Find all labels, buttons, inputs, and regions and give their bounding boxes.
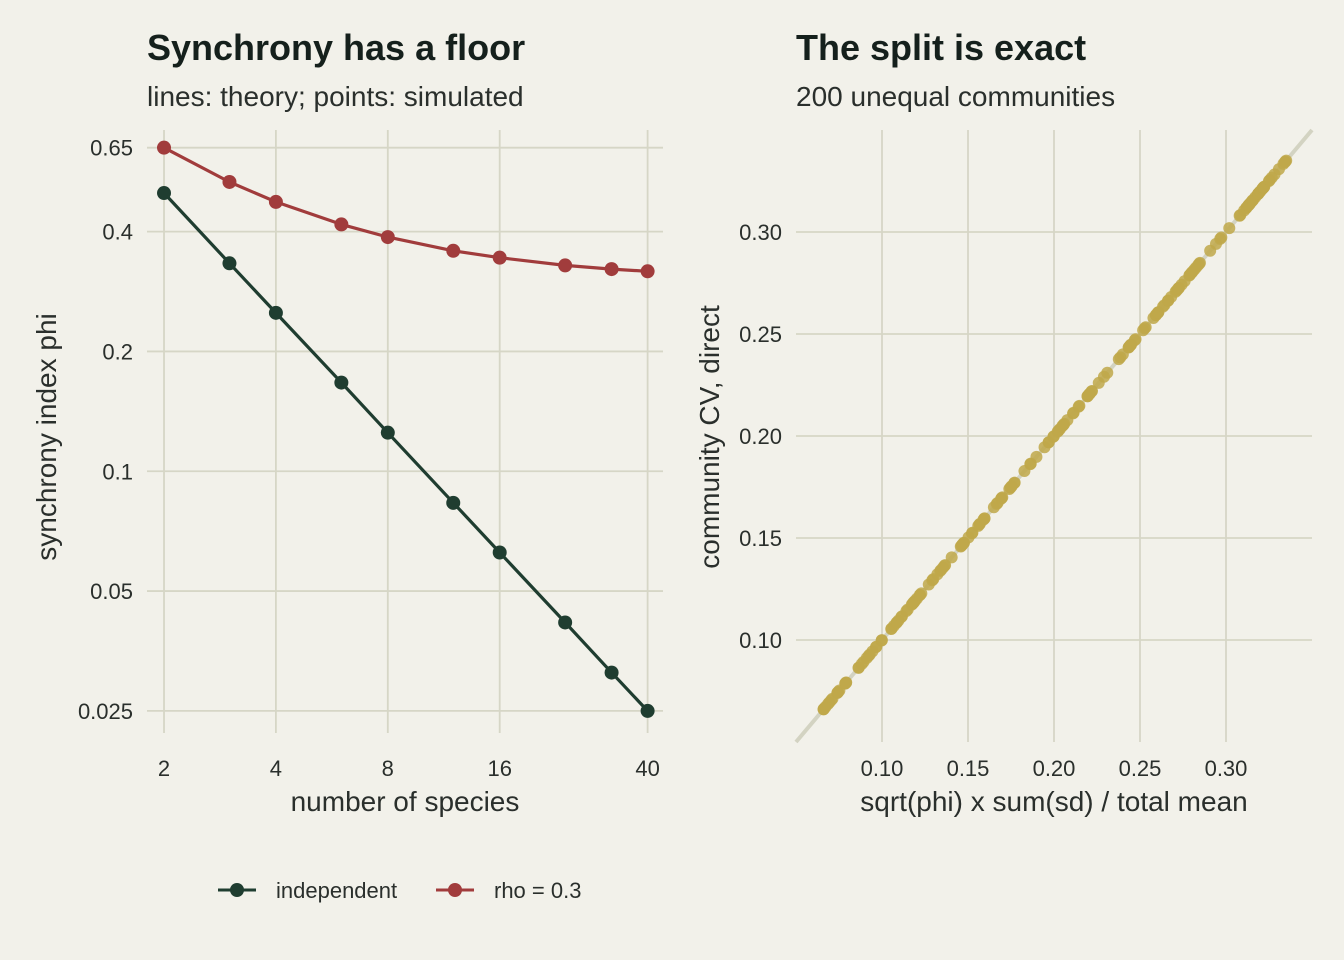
left-title: Synchrony has a floor <box>147 27 525 68</box>
data-point-independent <box>558 615 573 630</box>
left-y-tick-label: 0.4 <box>102 220 133 245</box>
data-point-independent <box>640 703 655 718</box>
right-x-tick-label: 0.15 <box>947 756 990 781</box>
left-series-points <box>157 140 655 718</box>
left-y-tick-label: 0.2 <box>102 339 133 364</box>
left-x-tick-label: 16 <box>487 756 511 781</box>
legend-item-rho: rho = 0.3 <box>436 878 581 903</box>
left-y-tick-label: 0.1 <box>102 459 133 484</box>
right-scatter-points <box>817 154 1293 716</box>
left-y-tick-label: 0.05 <box>90 579 133 604</box>
data-point-rho <box>446 243 461 258</box>
right-x-tick-label: 0.10 <box>861 756 904 781</box>
scatter-point <box>1215 231 1228 244</box>
left-subtitle: lines: theory; points: simulated <box>147 81 524 112</box>
right-x-tick-label: 0.20 <box>1033 756 1076 781</box>
right-y-tick-label: 0.30 <box>739 220 782 245</box>
left-y-tick-label: 0.025 <box>78 699 133 724</box>
left-y-axis-title: synchrony index phi <box>31 313 62 560</box>
right-x-tick-label: 0.30 <box>1205 756 1248 781</box>
split-panel: The split is exact 200 unequal communiti… <box>694 27 1314 817</box>
left-x-tick-labels: 2 4 8 16 40 <box>158 756 660 781</box>
data-point-rho <box>157 140 172 155</box>
right-x-tick-label: 0.25 <box>1119 756 1162 781</box>
right-x-tick-labels: 0.10 0.15 0.20 0.25 0.30 <box>861 756 1248 781</box>
data-point-rho <box>604 262 619 277</box>
right-y-axis-title: community CV, direct <box>694 305 725 569</box>
scatter-point <box>1101 366 1114 379</box>
left-x-tick-label: 2 <box>158 756 170 781</box>
scatter-point <box>1223 222 1236 235</box>
scatter-point <box>1073 399 1086 412</box>
scatter-point <box>1129 333 1142 346</box>
data-point-rho <box>334 217 349 232</box>
left-y-tick-label: 0.65 <box>90 136 133 161</box>
scatter-point <box>1280 154 1293 167</box>
legend-item-independent: independent <box>218 878 397 903</box>
right-y-tick-label: 0.20 <box>739 424 782 449</box>
scatter-point <box>996 491 1009 504</box>
right-grid <box>796 130 1312 742</box>
data-point-rho <box>380 230 395 245</box>
legend-label-independent: independent <box>276 878 397 903</box>
scatter-point <box>945 551 958 564</box>
right-title: The split is exact <box>796 27 1086 68</box>
scatter-point <box>1030 450 1043 463</box>
data-point-independent <box>380 425 395 440</box>
data-point-independent <box>334 375 349 390</box>
left-series-lines <box>162 146 649 712</box>
data-point-rho <box>492 250 507 265</box>
scatter-point <box>840 676 853 689</box>
right-subtitle: 200 unequal communities <box>796 81 1115 112</box>
data-point-independent <box>604 665 619 680</box>
right-y-tick-label: 0.25 <box>739 322 782 347</box>
scatter-point <box>1193 256 1206 269</box>
data-point-rho <box>558 258 573 273</box>
left-x-axis-title: number of species <box>291 786 520 817</box>
data-point-rho <box>222 174 237 189</box>
legend-dot-rho <box>448 883 462 897</box>
legend-dot-independent <box>230 883 244 897</box>
synchrony-panel: Synchrony has a floor lines: theory; poi… <box>31 27 663 817</box>
legend-label-rho: rho = 0.3 <box>494 878 581 903</box>
right-y-tick-label: 0.10 <box>739 628 782 653</box>
data-point-independent <box>492 545 507 560</box>
data-point-rho <box>268 194 283 209</box>
scatter-point <box>875 634 888 647</box>
data-point-independent <box>268 305 283 320</box>
data-point-independent <box>446 495 461 510</box>
scatter-point <box>978 512 991 525</box>
scatter-point <box>1008 476 1021 489</box>
series-line-independent <box>162 191 649 712</box>
right-x-axis-title: sqrt(phi) x sum(sd) / total mean <box>860 786 1247 817</box>
series-line-rho <box>163 146 648 273</box>
left-x-tick-label: 8 <box>382 756 394 781</box>
scatter-point <box>1085 384 1098 397</box>
scatter-point <box>1139 321 1152 334</box>
legend: independent rho = 0.3 <box>218 878 581 903</box>
left-x-tick-label: 40 <box>635 756 659 781</box>
data-point-independent <box>222 256 237 271</box>
right-y-tick-label: 0.15 <box>739 526 782 551</box>
data-point-independent <box>157 186 172 201</box>
left-y-tick-labels: 0.025 0.05 0.1 0.2 0.4 0.65 <box>78 136 133 724</box>
scatter-point <box>915 587 928 600</box>
right-y-tick-labels: 0.10 0.15 0.20 0.25 0.30 <box>739 220 782 653</box>
data-point-rho <box>640 264 655 279</box>
left-x-tick-label: 4 <box>270 756 282 781</box>
